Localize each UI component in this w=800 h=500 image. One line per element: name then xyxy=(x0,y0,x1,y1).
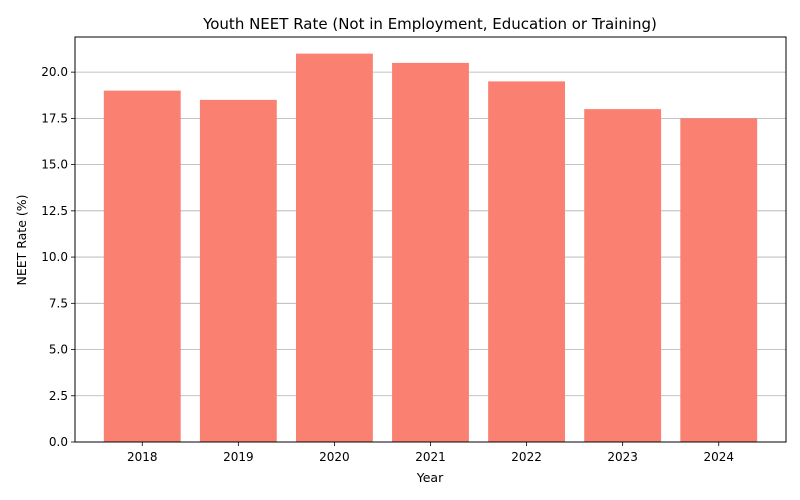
y-tick-label: 12.5 xyxy=(41,204,68,218)
y-axis-ticks: 0.0 2.5 5.0 7.5 10.0 12.5 15.0 17.5 20.0 xyxy=(41,65,75,449)
x-tick-label: 2018 xyxy=(127,450,158,464)
x-axis-label: Year xyxy=(416,470,444,485)
y-tick-label: 5.0 xyxy=(49,343,68,357)
bar-2019 xyxy=(199,99,277,442)
y-tick-label: 0.0 xyxy=(49,435,68,449)
x-tick-label: 2023 xyxy=(607,450,638,464)
y-tick-label: 2.5 xyxy=(49,389,68,403)
y-tick-label: 10.0 xyxy=(41,250,68,264)
bar-2020 xyxy=(295,53,373,443)
y-tick-label: 17.5 xyxy=(41,111,68,125)
x-tick-label: 2019 xyxy=(223,450,254,464)
bar-2018 xyxy=(103,90,181,443)
x-axis-ticks: 2018 2019 2020 2021 2022 2023 2024 xyxy=(127,442,734,464)
y-tick-label: 15.0 xyxy=(41,158,68,172)
x-tick-label: 2020 xyxy=(319,450,350,464)
chart-title: Youth NEET Rate (Not in Employment, Educ… xyxy=(202,15,657,33)
bar-2021 xyxy=(392,62,469,442)
x-tick-label: 2022 xyxy=(511,450,542,464)
y-tick-label: 20.0 xyxy=(41,65,68,79)
y-axis-label: NEET Rate (%) xyxy=(14,194,29,285)
bar-2023 xyxy=(584,109,662,442)
x-tick-label: 2021 xyxy=(415,450,446,464)
bar-2024 xyxy=(680,118,758,442)
bars xyxy=(103,53,758,443)
bar-2022 xyxy=(488,81,566,443)
y-tick-label: 7.5 xyxy=(49,296,68,310)
x-tick-label: 2024 xyxy=(703,450,734,464)
